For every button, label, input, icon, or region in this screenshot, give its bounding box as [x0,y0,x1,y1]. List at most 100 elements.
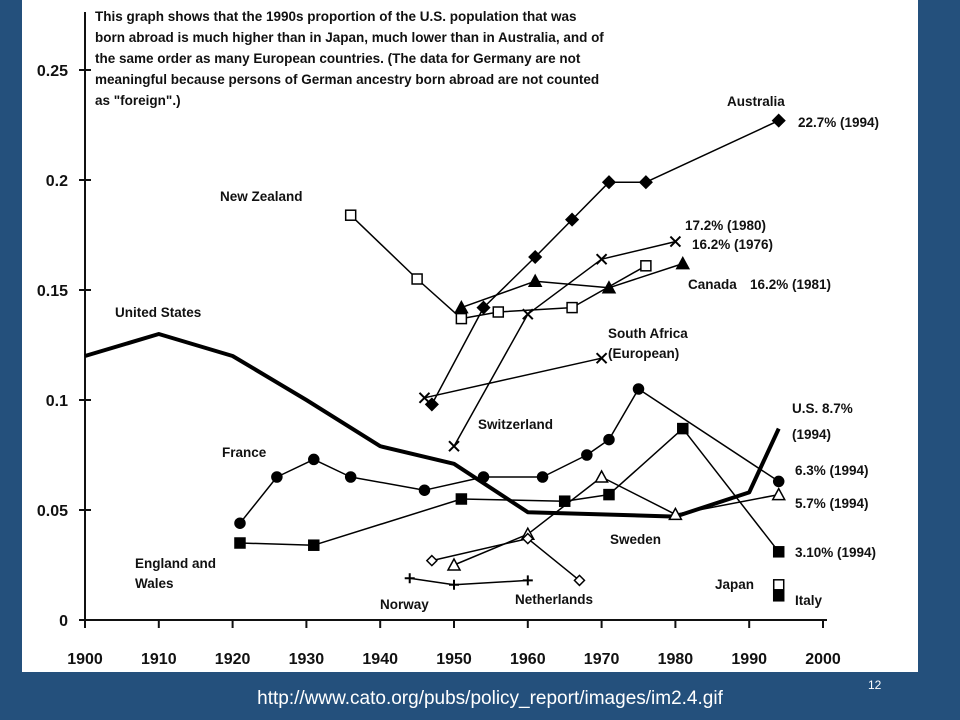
series-label: Switzerland [478,417,554,432]
y-tick-label: 0.05 [37,503,68,520]
annotation: 16.2% (1976) [692,237,774,252]
point [449,579,459,590]
x-tick-label: 1970 [584,651,620,668]
x-tick-label: 1980 [658,651,694,668]
point [404,573,415,584]
chart-note: This graph shows that the 1990s proporti… [95,9,604,108]
series-line [424,357,602,399]
series-label: United States [115,305,202,320]
point [771,113,786,128]
series-label: Norway [380,597,429,612]
point [669,235,682,248]
x-tick-label: 1910 [141,651,177,668]
point [492,306,505,318]
point [418,484,431,496]
point [344,209,357,221]
point [566,301,578,314]
point [573,574,586,587]
point [308,453,320,466]
x-tick-label: 1930 [289,651,325,668]
point [455,312,468,325]
point [771,487,786,501]
point [536,471,549,483]
series-label: South Africa (European) [608,326,688,361]
source-url: http://www.cato.org/pubs/policy_report/i… [257,688,723,709]
point [308,539,320,551]
x-tick-label: 1900 [67,651,103,668]
x-tick-label: 1990 [731,651,767,668]
point [522,575,533,586]
point [640,260,652,272]
point [344,471,357,483]
y-tick-label: 0.1 [46,393,68,410]
page-number: 12 [868,678,882,692]
point [418,392,431,404]
point [476,300,491,315]
series-line [350,214,647,320]
x-tick-label: 1950 [436,651,472,668]
point [565,212,580,227]
series-label: Netherlands [515,592,594,607]
annotation: 5.7% (1994) [795,496,869,511]
series-line [461,262,684,309]
point [425,554,438,567]
point [603,433,615,446]
series-label: New Zealand [220,189,303,204]
y-tick-label: 0.25 [37,63,68,80]
point [677,422,689,435]
point [632,383,645,395]
point [638,175,653,190]
point [772,590,785,602]
series-line [453,240,676,447]
point [772,579,785,591]
series-line [239,427,780,553]
point [772,475,785,488]
x-tick-label: 1940 [362,651,398,668]
point [581,449,593,461]
x-tick-label: 1960 [510,651,546,668]
annotation: U.S. 8.7% [792,401,853,416]
series-label: Japan [715,577,755,592]
point [477,471,490,483]
y-tick-label: 0 [59,613,68,630]
annotation: 16.2% (1981) [750,277,832,292]
point [271,471,283,483]
x-tick-label: 1920 [215,651,251,668]
series-label: Sweden [610,532,662,547]
point [601,280,617,294]
point [603,488,615,501]
point [772,546,785,558]
point [234,537,246,549]
annotation: (1994) [792,427,832,442]
annotation: 3.10% (1994) [795,545,877,560]
annotation: 6.3% (1994) [795,463,869,478]
point [446,557,462,571]
point [595,352,608,364]
point [668,506,683,521]
series-label: Italy [795,593,823,608]
series-label: England and Wales [135,556,216,591]
point [454,300,469,314]
annotation: 17.2% (1980) [685,218,767,233]
x-tick-label: 2000 [805,651,841,668]
series-line [84,332,781,519]
y-tick-label: 0.15 [37,283,68,300]
point [522,308,534,320]
point [455,493,468,505]
y-tick-label: 0.2 [46,173,68,190]
point [411,273,423,285]
point [448,440,460,452]
annotation: 22.7% (1994) [798,115,880,130]
point [595,253,608,265]
point [594,469,609,483]
series-label: Canada [688,277,737,292]
series-label: France [222,445,267,460]
point [528,249,543,265]
point [675,256,691,270]
point [234,517,246,529]
point [527,273,543,287]
point [601,175,617,190]
